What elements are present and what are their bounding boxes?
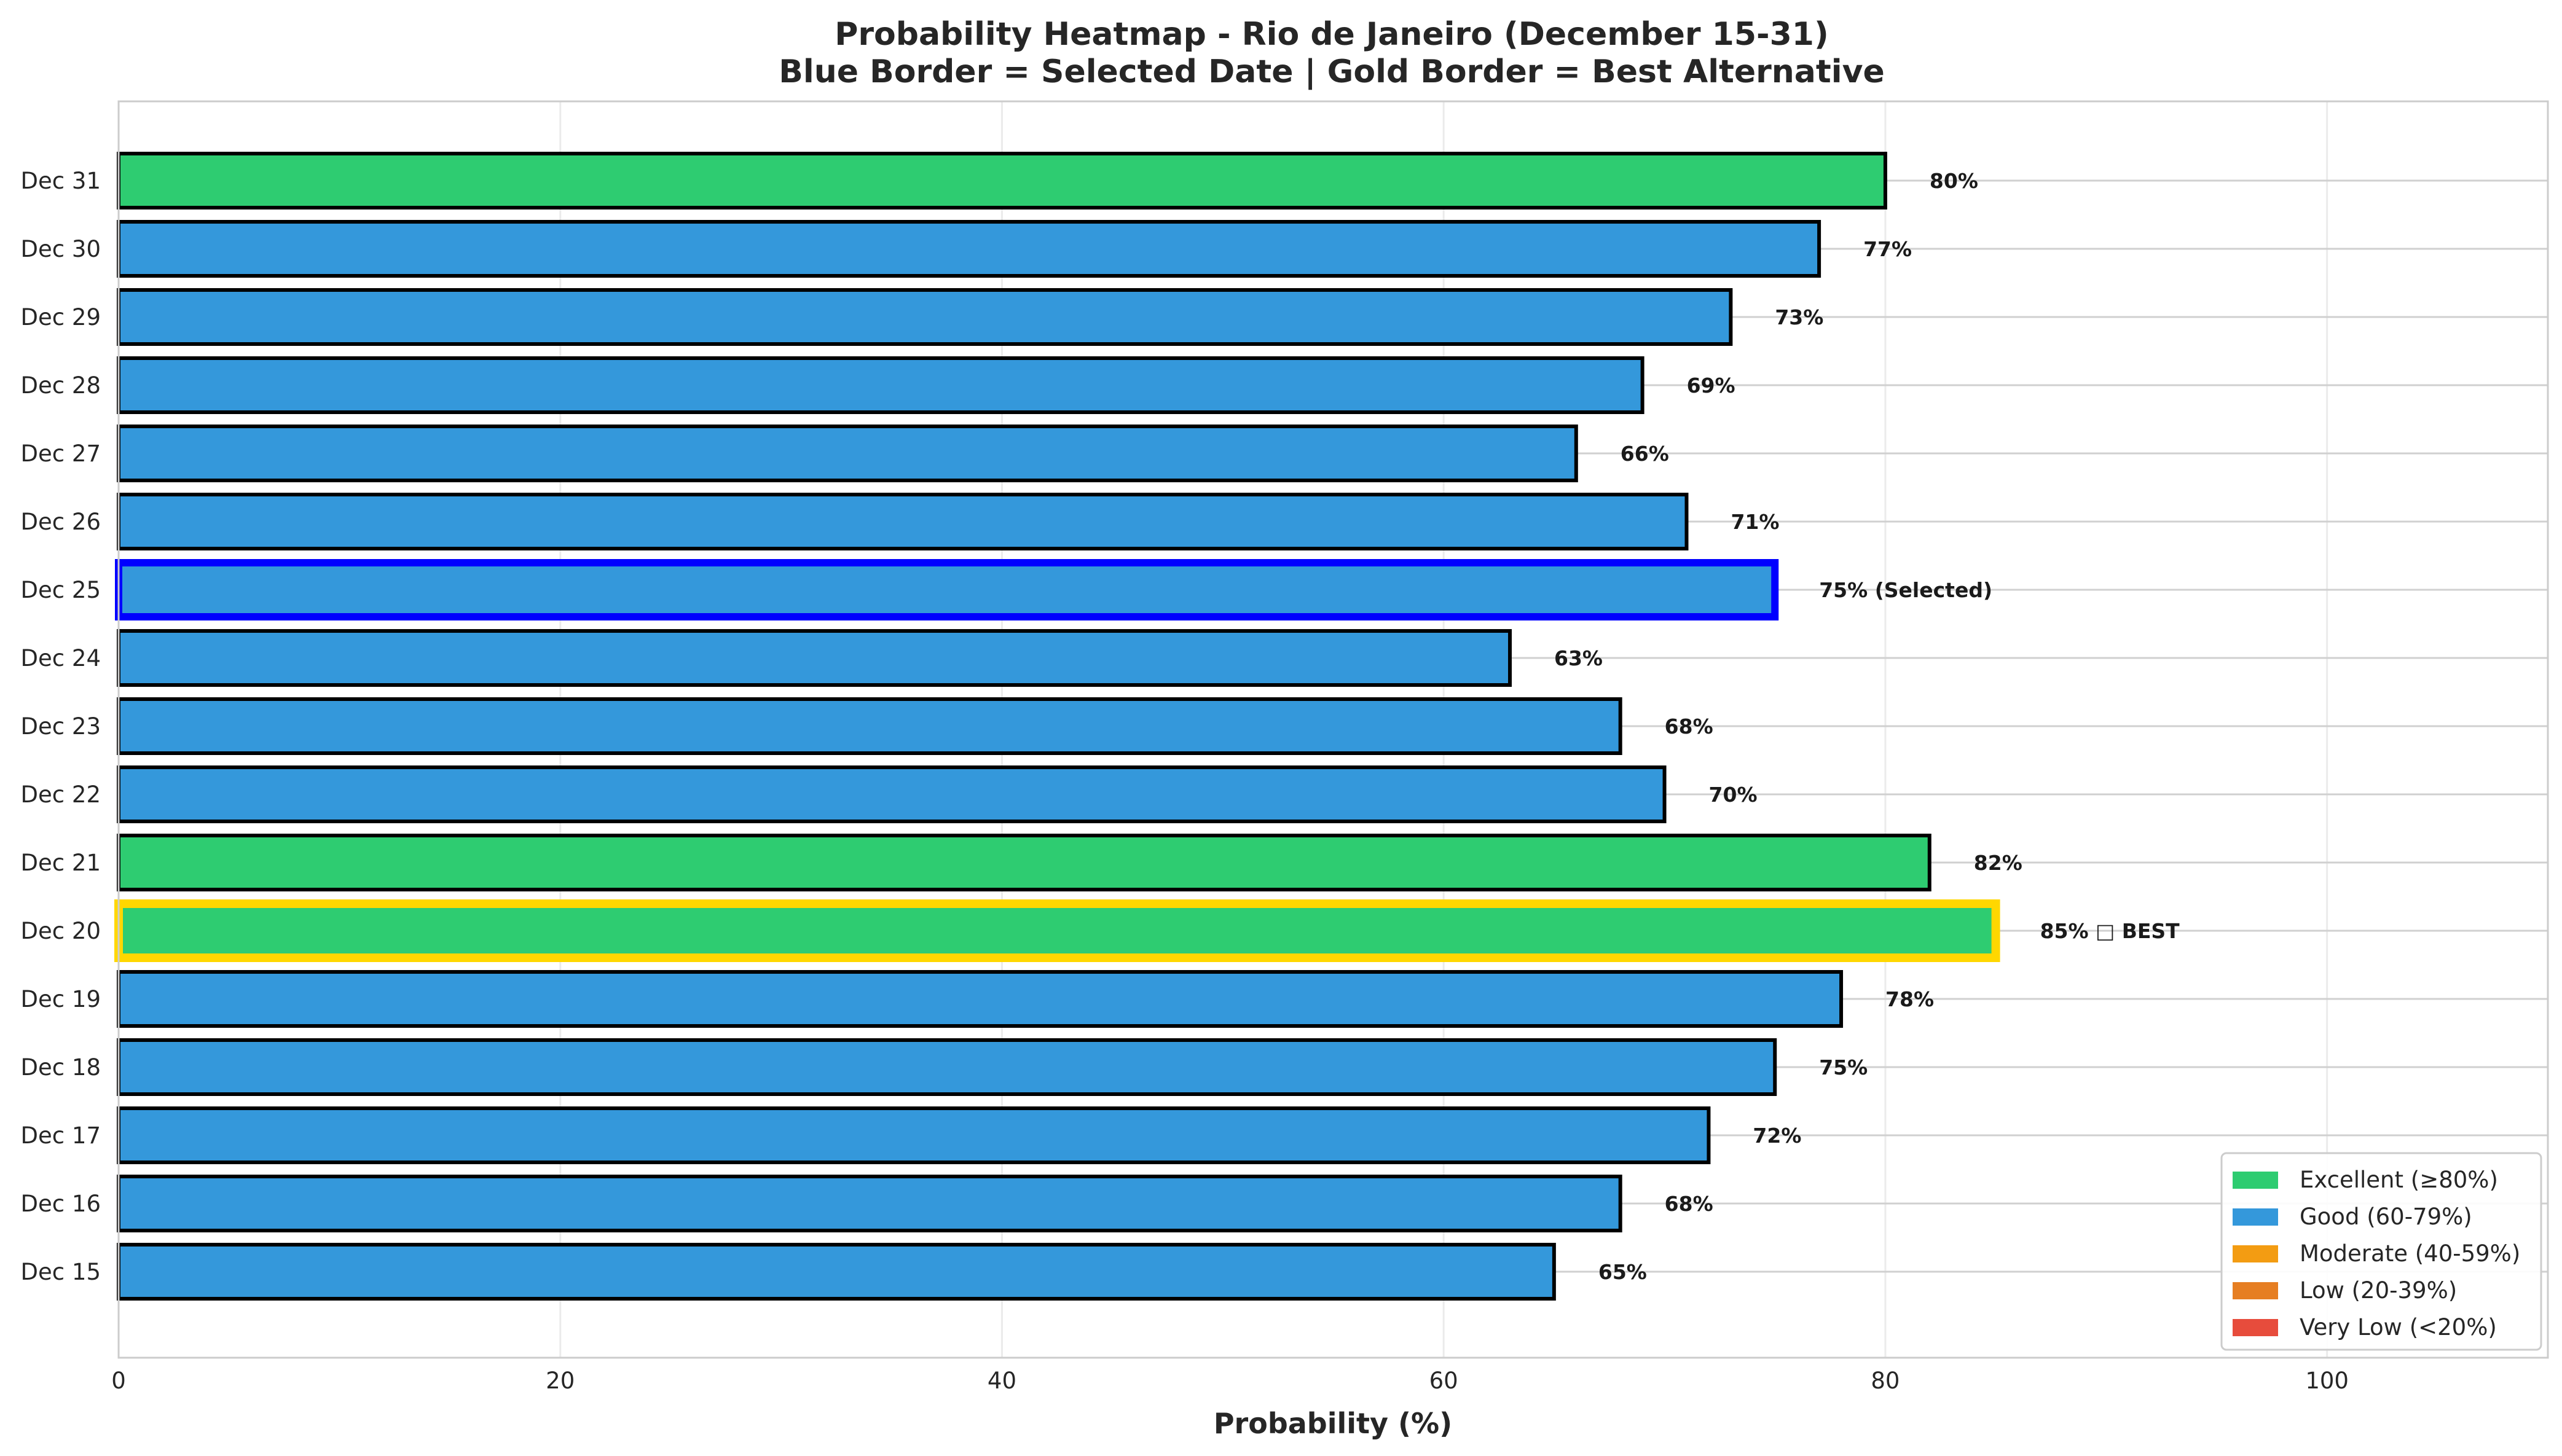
bar-dec-26 [117,493,1689,550]
bar-dec-31 [117,152,1887,209]
data-label-dec-28: 69% [1687,374,1735,397]
x-tick-label: 0 [111,1368,126,1394]
legend-label: Good (60-79%) [2300,1204,2472,1230]
plot-frame [117,100,2549,1359]
bar-dec-17 [117,1106,1711,1164]
y-axis-ticks: Dec 15 Dec 16 Dec 17 Dec 18 Dec 19 Dec 20 Dec … [21,168,101,1285]
data-label-dec-27: 66% [1621,442,1669,466]
bar-dec-27 [117,425,1578,482]
legend-swatch [2233,1319,2278,1336]
x-tick-label: 60 [1429,1368,1458,1394]
data-label-dec-22: 70% [1709,783,1758,807]
y-tick-label: Dec 26 [21,509,101,535]
data-label-dec-26: 71% [1731,510,1779,534]
data-label-dec-18: 75% [1819,1055,1868,1079]
x-tick-label: 20 [546,1368,575,1394]
bar-dec-30 [117,220,1821,278]
legend-swatch [2233,1282,2278,1299]
bar-dec-19 [117,970,1844,1028]
legend-swatch [2233,1245,2278,1262]
x-tick-label: 100 [2305,1368,2349,1394]
data-label-dec-29: 73% [1775,305,1823,329]
data-label-dec-15: 65% [1598,1260,1647,1284]
bar-dec-24 [117,629,1512,687]
y-tick-label: Dec 24 [21,645,101,671]
legend-swatch [2233,1172,2278,1189]
y-tick-label: Dec 20 [21,918,101,944]
y-tick-label: Dec 18 [21,1054,101,1081]
legend-label: Moderate (40-59%) [2300,1240,2520,1267]
bars [114,152,2000,1301]
data-label-dec-25: 75% (Selected) [1819,578,1992,602]
y-tick-label: Dec 31 [21,168,101,194]
legend: Excellent (≥80%) Good (60-79%) Moderate (4… [2220,1152,2542,1351]
x-tick-label: 40 [988,1368,1016,1394]
chart-title: Probability Heatmap - Rio de Janeiro (De… [835,16,1828,53]
data-label-dec-16: 68% [1665,1192,1713,1216]
y-tick-label: Dec 17 [21,1122,101,1149]
bar-dec-29 [117,288,1733,346]
y-tick-label: Dec 29 [21,304,101,331]
data-label-dec-23: 68% [1665,714,1713,738]
data-label-dec-17: 72% [1753,1124,1801,1148]
y-tick-label: Dec 19 [21,986,101,1012]
bar-dec-23 [117,697,1622,755]
bar-dec-25 [115,559,1779,620]
bar-dec-28 [117,356,1644,414]
legend-label: Very Low (<20%) [2300,1314,2497,1341]
y-tick-label: Dec 21 [21,850,101,876]
bar-dec-16 [117,1175,1622,1232]
data-label-dec-30: 77% [1863,237,1912,261]
bar-dec-22 [117,765,1667,823]
data-label-dec-20: 85% □ BEST [2040,919,2180,943]
legend-box [2220,1152,2542,1351]
x-axis-ticks: 0 20 40 60 80 100 [111,1368,2349,1394]
data-label-dec-24: 63% [1554,646,1603,670]
legend-label: Low (20-39%) [2300,1277,2457,1304]
data-labels: 65% 68% 72% 75% 78% 85% □ BEST 82% 70% 68% 63% 75%… [1554,169,2180,1284]
bar-dec-18 [117,1038,1777,1096]
y-tick-label: Dec 28 [21,372,101,399]
y-tick-label: Dec 22 [21,781,101,808]
x-tick-label: 80 [1871,1368,1900,1394]
y-tick-label: Dec 25 [21,577,101,603]
chart-subtitle: Blue Border = Selected Date | Gold Borde… [779,53,1885,90]
bar-dec-15 [117,1243,1556,1301]
legend-swatch [2233,1208,2278,1226]
y-tick-label: Dec 30 [21,236,101,262]
y-tick-label: Dec 16 [21,1191,101,1217]
legend-label: Excellent (≥80%) [2300,1167,2498,1193]
bar-dec-20 [114,899,2000,962]
y-tick-label: Dec 23 [21,713,101,740]
data-label-dec-19: 78% [1885,987,1934,1011]
bar-dec-21 [117,834,1931,891]
y-tick-label: Dec 15 [21,1259,101,1285]
data-label-dec-31: 80% [1930,169,1978,193]
data-label-dec-21: 82% [1974,851,2022,875]
y-tick-label: Dec 27 [21,440,101,467]
x-axis-label: Probability (%) [1214,1407,1452,1440]
